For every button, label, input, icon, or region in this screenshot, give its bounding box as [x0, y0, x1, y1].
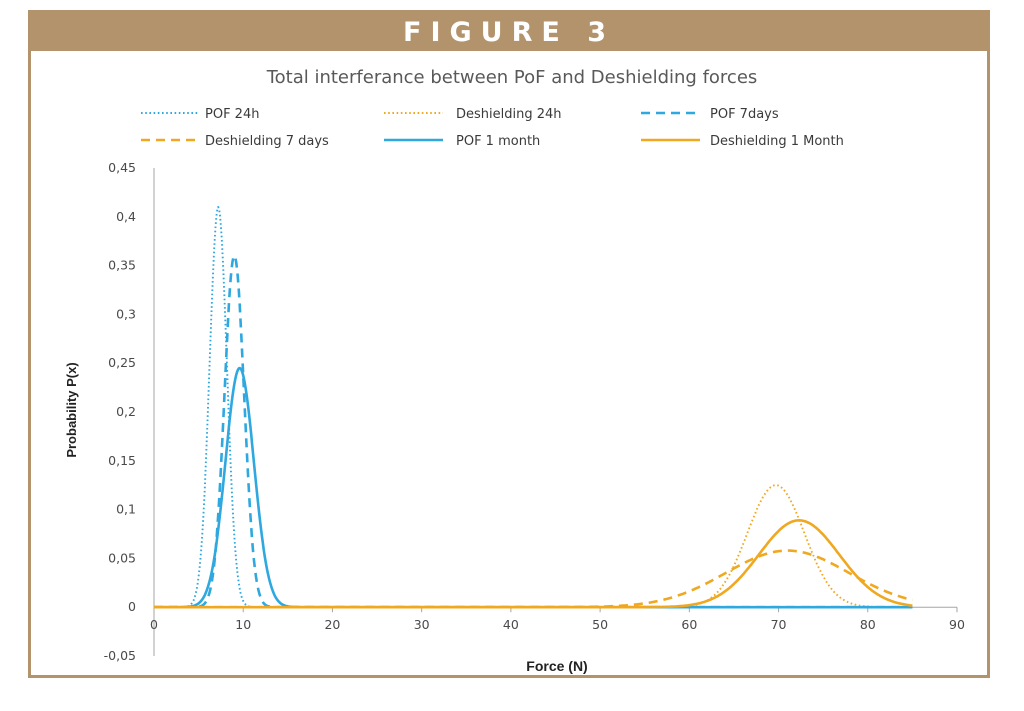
x-tick-label: 0 [150, 617, 158, 632]
x-tick-label: 30 [414, 617, 430, 632]
series-line-deshielding-1-month [153, 518, 913, 609]
x-tick-label: 70 [771, 617, 787, 632]
legend-label: Deshielding 7 days [205, 134, 329, 149]
y-tick-label: 0,45 [108, 160, 136, 175]
legend-label: POF 7days [710, 107, 779, 122]
series-line-deshielding-7-days [153, 549, 913, 609]
x-tick-label: 20 [324, 617, 340, 632]
x-tick-label: 80 [860, 617, 876, 632]
legend-entry: Deshielding 1 Month [641, 134, 844, 149]
x-tick-label: 90 [949, 617, 965, 632]
figure-label: FIGURE 3 [403, 16, 615, 48]
y-tick-label: -0,05 [104, 648, 136, 663]
x-tick-label: 60 [681, 617, 697, 632]
legend-label: Deshielding 1 Month [710, 134, 844, 149]
y-tick-label: 0,2 [116, 404, 136, 419]
axes: -0,05 0 0,05 0,1 0,15 0,2 0,25 0,3 0,35 0,4 0,45 0 1… [104, 160, 965, 663]
y-tick-label: 0 [128, 599, 136, 614]
y-tick-label: 0,15 [108, 453, 136, 468]
y-tick-label: 0,3 [116, 306, 136, 321]
figure-frame: FIGURE 3 [28, 10, 990, 678]
legend-label: Deshielding 24h [456, 107, 562, 122]
legend-entry: POF 24h [141, 107, 259, 122]
x-axis-label: Force (N) [526, 658, 587, 674]
y-tick-label: 0,25 [108, 355, 136, 370]
y-tick-label: 0,35 [108, 258, 136, 273]
figure-banner: FIGURE 3 [31, 13, 987, 51]
legend-entry: POF 1 month [384, 134, 540, 149]
series-line-pof-7days [153, 254, 913, 609]
chart-title: Total interferance between PoF and Deshi… [266, 67, 758, 88]
y-axis-label: Probability P(x) [64, 362, 79, 457]
y-tick-label: 0,4 [116, 209, 136, 224]
y-tick-label: 0,05 [108, 550, 136, 565]
series-line-pof-24h [153, 206, 913, 609]
legend-entry: Deshielding 24h [384, 107, 562, 122]
x-tick-label: 10 [235, 617, 251, 632]
x-tick-label: 50 [592, 617, 608, 632]
x-tick-label: 40 [503, 617, 519, 632]
legend-entry: POF 7days [641, 107, 779, 122]
legend-label: POF 1 month [456, 134, 540, 149]
series-group [153, 206, 913, 609]
legend-label: POF 24h [205, 107, 259, 122]
series-line-pof-1-month [153, 366, 913, 609]
legend: POF 24h Deshielding 24h POF 7days Deshieldi… [141, 107, 844, 149]
series-line-deshielding-24h [153, 484, 913, 609]
y-tick-label: 0,1 [116, 502, 136, 517]
legend-entry: Deshielding 7 days [141, 134, 329, 149]
